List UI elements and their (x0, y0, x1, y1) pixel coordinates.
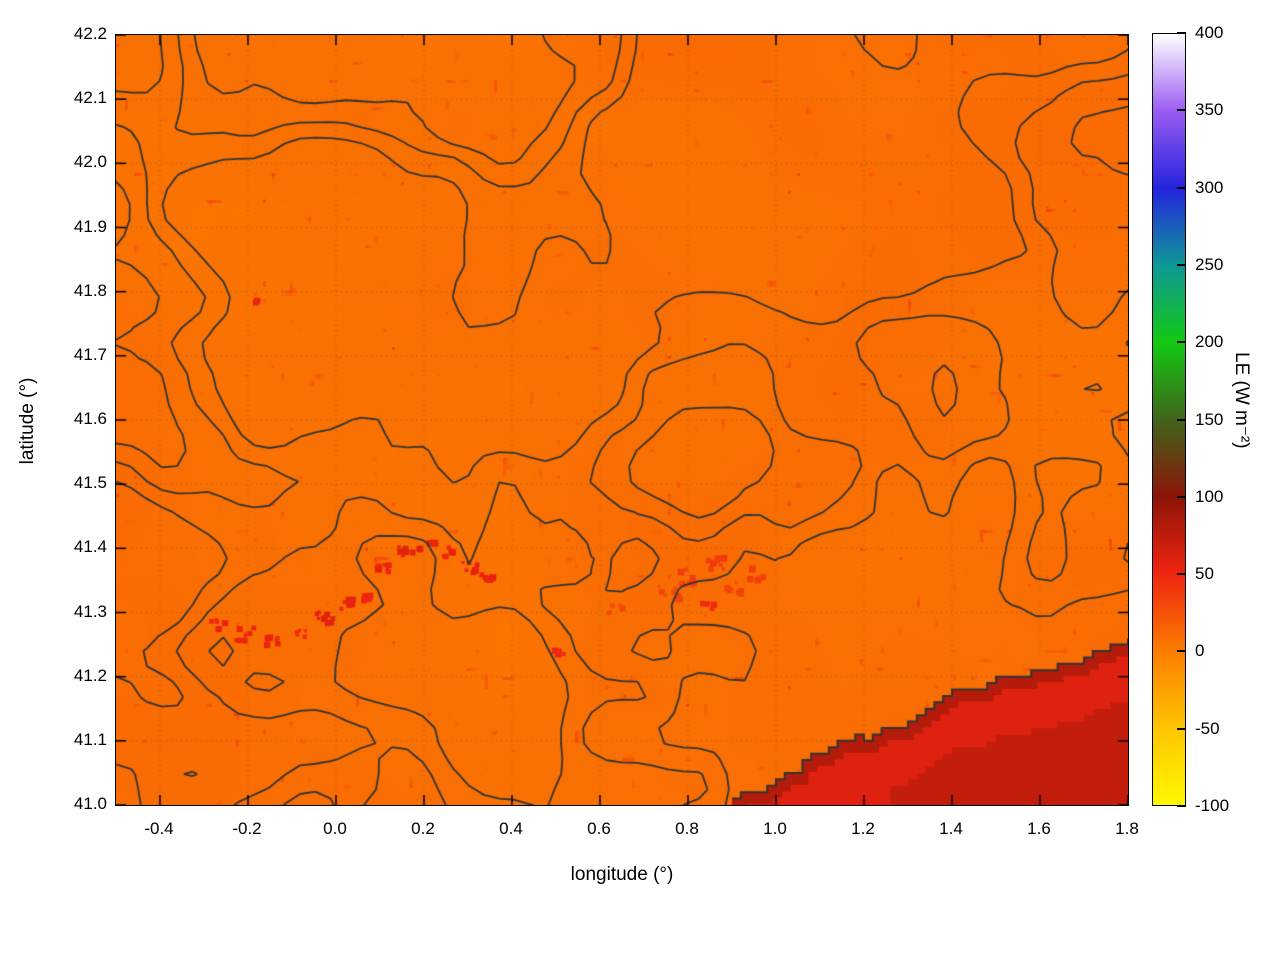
y-tick-label: 41.8 (73, 280, 107, 300)
colorbar-tick-label: 100 (1195, 486, 1224, 506)
y-tick-label: 41.6 (73, 409, 107, 428)
y-tick-label: 41.2 (73, 665, 107, 685)
colorbar-tick-label: 250 (1195, 254, 1224, 274)
y-axis-title: latitude (°) (17, 377, 38, 465)
x-tick-label: 0.4 (499, 819, 523, 838)
y-tick-label: 41.3 (73, 601, 107, 621)
x-tick-label: 1.4 (939, 819, 963, 838)
x-tick-label: -0.2 (232, 819, 262, 838)
colorbar-tick-label: 350 (1195, 100, 1224, 120)
x-tick-label: 0.2 (411, 819, 435, 838)
colorbar-tick-label: 200 (1195, 332, 1224, 352)
y-tick-label: 41.4 (73, 537, 107, 557)
plot-area (115, 34, 1129, 806)
x-tick-label: -0.4 (144, 819, 174, 838)
colorbar-tick-label: -50 (1195, 718, 1220, 738)
colorbar-title: LE (W m⁻²) (1231, 352, 1252, 449)
colorbar-gradient (1153, 34, 1185, 805)
x-tick-label: 1.0 (763, 819, 787, 838)
colorbar-tick-label: 50 (1195, 564, 1214, 584)
y-tick-label: 42.2 (73, 24, 107, 43)
colorbar-tick-label: 0 (1195, 641, 1205, 661)
x-tick-label: 1.2 (851, 819, 875, 838)
y-tick-label: 42.0 (73, 152, 107, 172)
x-tick-label: 0.0 (323, 819, 347, 838)
colorbar-tick-label: -100 (1195, 796, 1230, 815)
y-tick-label: 41.1 (73, 729, 107, 749)
x-tick-label: 1.8 (1115, 819, 1139, 838)
x-tick-label: 0.6 (587, 819, 611, 838)
y-tick-label: 41.7 (73, 344, 107, 364)
colorbar (1152, 33, 1186, 806)
y-tick-label: 41.5 (73, 473, 107, 493)
y-tick-label: 41.0 (73, 794, 107, 813)
x-axis-title: longitude (°) (570, 864, 674, 885)
colorbar-tick-label: 300 (1195, 177, 1224, 197)
x-tick-label: 0.8 (675, 819, 699, 838)
y-tick-label: 41.9 (73, 216, 107, 236)
heatmap-canvas (116, 35, 1128, 805)
colorbar-tick-label: 400 (1195, 23, 1224, 42)
y-tick-label: 42.1 (73, 88, 107, 108)
x-tick-label: 1.6 (1027, 819, 1051, 838)
